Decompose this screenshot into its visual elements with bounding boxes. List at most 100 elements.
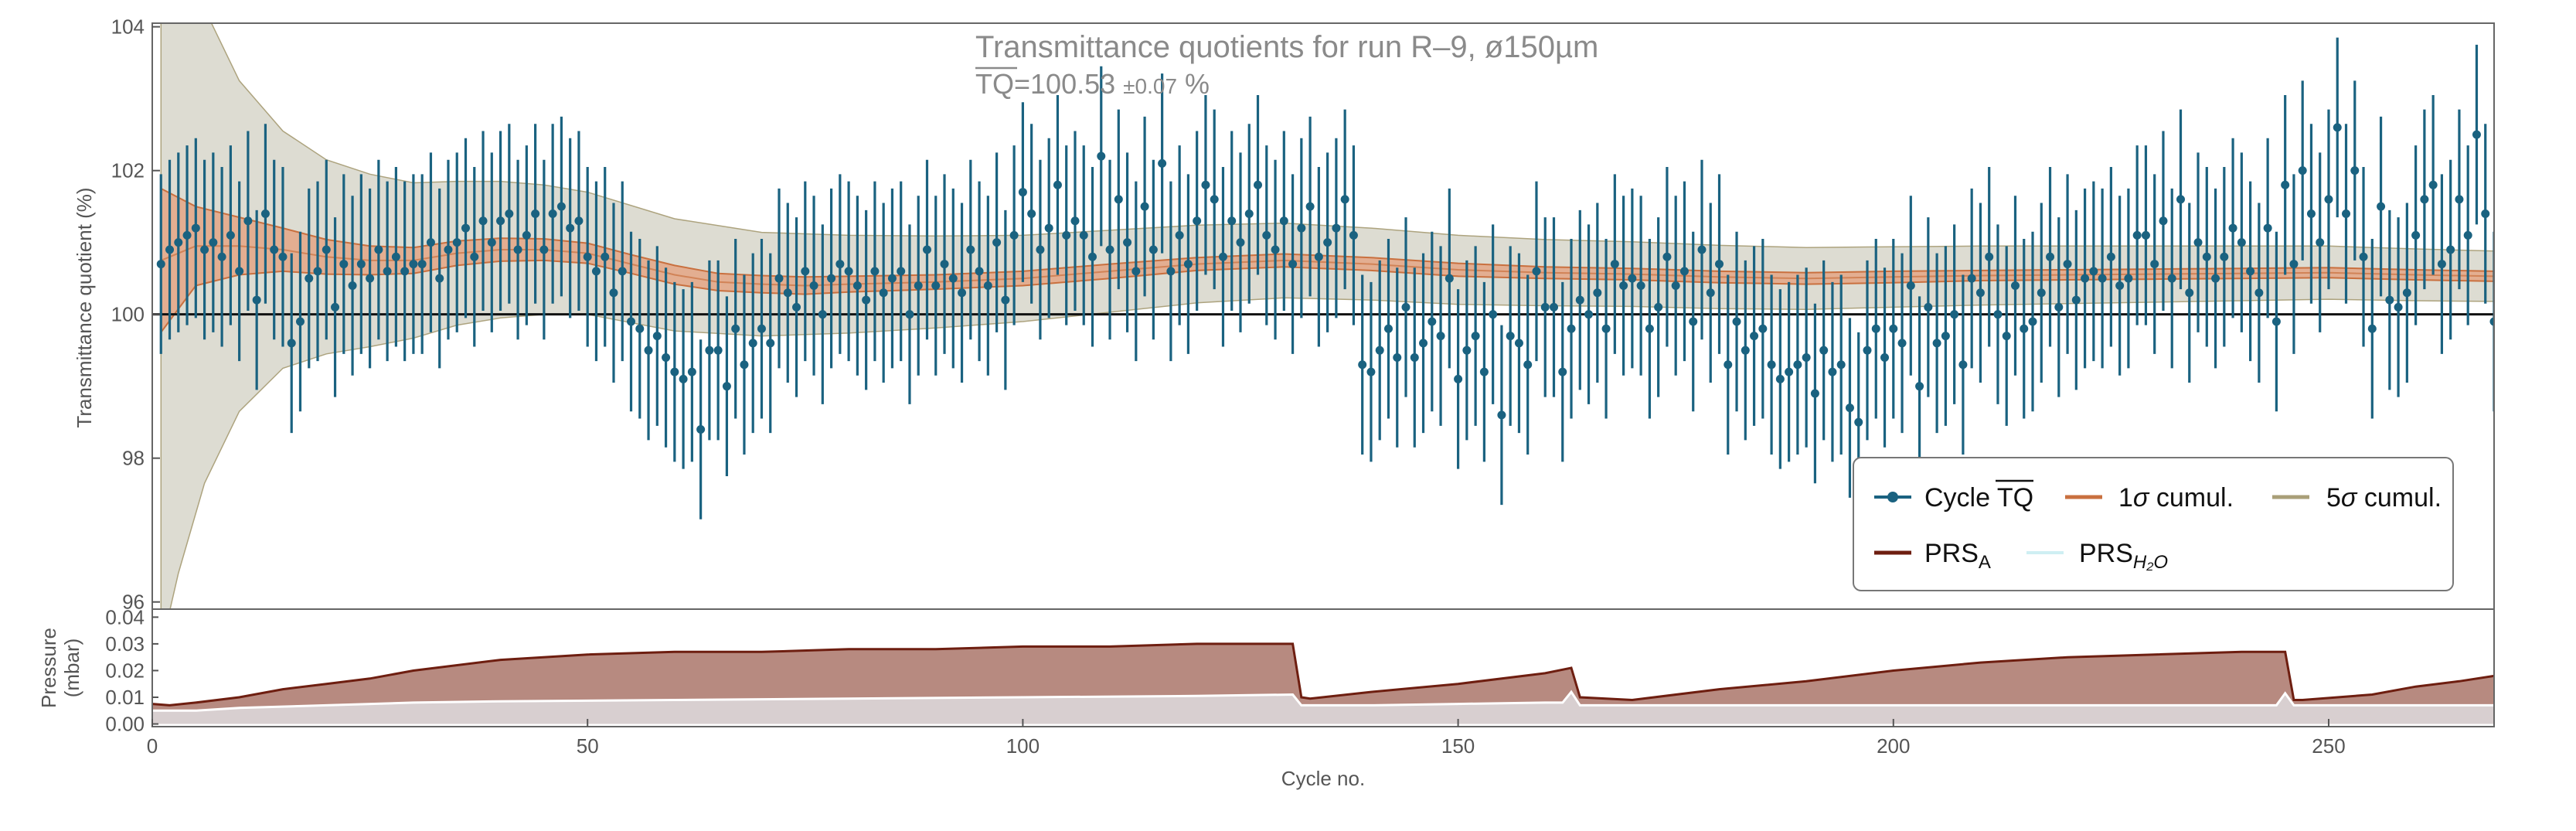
cycle-point [1985,252,1994,261]
cycle-point [740,360,749,370]
cycle-point [1097,152,1106,161]
cycle-point [2316,238,2325,247]
cycle-point [1775,374,1785,383]
cycle-point [331,302,340,312]
cycle-point [270,245,279,254]
cycle-point [1366,367,1376,376]
cycle-point [1732,317,1741,326]
cycle-point [766,339,775,348]
legend-item-cycle: Cycle TQ [1874,479,2033,513]
cycle-point [958,288,967,298]
cycle-point [566,223,575,233]
legend-label-cycle: Cycle [1924,483,1997,513]
cycle-point [1166,267,1176,276]
cycle-point [322,245,331,254]
cycle-point [209,238,218,247]
pressure-y-tick-label: 0.03 [105,632,145,656]
svg-text:PRSA: PRSA [1924,539,1991,573]
cycle-point [670,367,679,376]
cycle-point [627,317,636,326]
cycle-point [2185,288,2194,298]
cycle-point [852,281,862,290]
cycle-point [2437,260,2446,269]
cycle-point [983,281,992,290]
svg-text:1σ cumul.: 1σ cumul. [2118,483,2234,513]
x-tick-label: 150 [1441,734,1475,758]
cycle-point [2254,288,2264,298]
cycle-point [1401,302,1411,312]
cycle-point [1601,324,1611,333]
cycle-point [1567,324,1576,333]
cycle-point [2394,302,2403,312]
cycle-point [1193,216,1202,226]
cycle-point [1593,288,1602,298]
cycle-point [2063,260,2072,269]
y-tick-label: 102 [111,159,145,182]
chart-title: Transmittance quotients for run R–9, ø15… [975,30,1598,64]
pressure-plot-frame [151,608,2495,727]
y-tick-label: 100 [111,303,145,326]
cycle-point [1244,209,1254,218]
legend-label-sigma1-sym: σ [2133,483,2150,513]
cycle-point [1993,310,2003,319]
cycle-point [2463,230,2472,240]
cycle-point [1941,332,1950,341]
cycle-point [426,238,435,247]
cycle-point [2342,209,2351,218]
legend-label-sigma1-n: 1 [2118,483,2133,513]
cycle-point [2028,317,2037,326]
cycle-point [1297,223,1306,233]
cycle-point [1758,324,1768,333]
cycle-point [2220,252,2229,261]
cycle-point [1358,360,1367,370]
cycle-point [348,281,357,290]
cycle-point [2141,230,2150,240]
cycle-point [1871,324,1880,333]
cycle-point [1750,332,1759,341]
cycle-point [914,281,923,290]
cycle-point [844,267,853,276]
cycle-point [400,267,410,276]
cycle-point [522,230,531,240]
x-tick-label: 50 [577,734,599,758]
y-axis-ticks: 96 98 100 102 104 [111,15,160,614]
cycle-point [1454,374,1463,383]
cycle-point [435,274,444,283]
cycle-point [1793,360,1802,370]
cycle-point [1183,260,1193,269]
cycle-point [2550,346,2559,355]
cycle-point [2115,281,2125,290]
cycle-point [1323,238,1332,247]
cycle-point [827,274,836,283]
cycle-point [774,274,784,283]
subtitle-value: =100.53 [1014,68,1115,100]
cycle-point [2081,274,2090,283]
cycle-point [409,260,418,269]
cycle-point [1271,245,1280,254]
cycle-point [757,324,766,333]
pressure-panel: 0.00 0.01 0.02 0.03 0.04 0 50 100 150 200 250 Pre… [37,605,2495,790]
cycle-point [1897,339,1907,348]
cycle-point [383,267,392,276]
cycle-point [1262,230,1271,240]
cycle-point [2481,209,2490,218]
cycle-point [609,288,618,298]
cycle-point [818,310,827,319]
cycle-point [713,346,723,355]
cycle-point [1036,245,1045,254]
cycle-point [1540,302,1550,312]
cycle-point [2533,339,2542,347]
cycle-point [548,209,557,218]
cycle-point [374,245,383,254]
cycle-point [2298,166,2307,175]
cycle-point [1044,223,1053,233]
cycle-point [1558,367,1567,376]
cycle-point [1636,281,1645,290]
cycle-point [391,252,400,261]
cycle-point [1741,346,1750,355]
cycle-point [2420,195,2429,204]
cycle-point [679,374,688,383]
cycle-point [1445,274,1454,283]
cycle-point [2263,223,2272,233]
cycle-point [1619,281,1628,290]
